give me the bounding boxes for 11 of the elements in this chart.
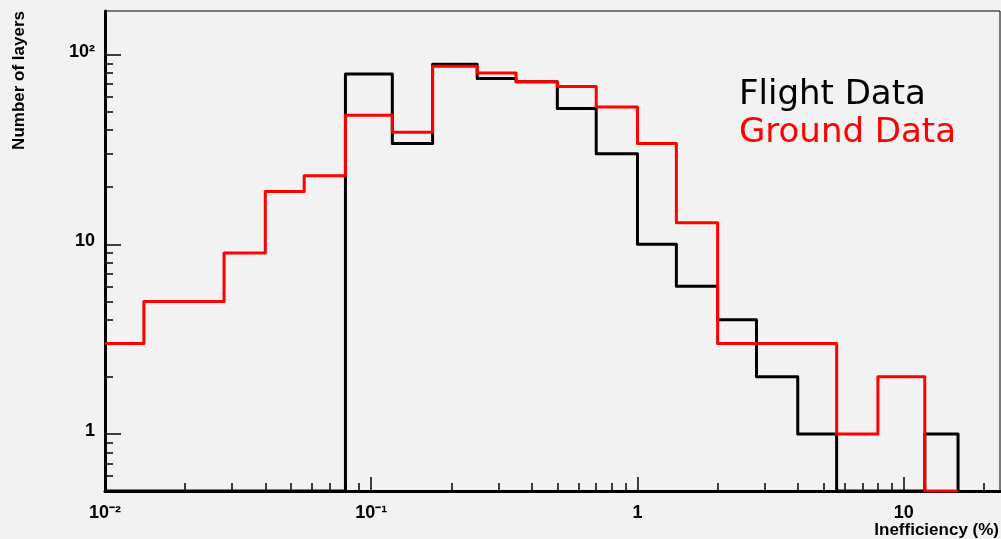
x-tick-label: 10⁻¹ [355,502,388,522]
x-tick-label: 1 [632,502,643,522]
text: Flight Data [738,72,926,112]
y-tick-label: 1 [84,419,95,440]
x-tick-label: 10 [893,502,914,522]
y-tick-label: 10 [74,230,95,251]
x-axis-title: Inefficiency (%) [874,520,1000,539]
series-label: Ground Data [738,110,957,150]
x-tick-label: 10⁻² [88,502,122,522]
y-axis-title: Number of layers [9,11,28,150]
y-tick-label: 10² [68,40,96,61]
